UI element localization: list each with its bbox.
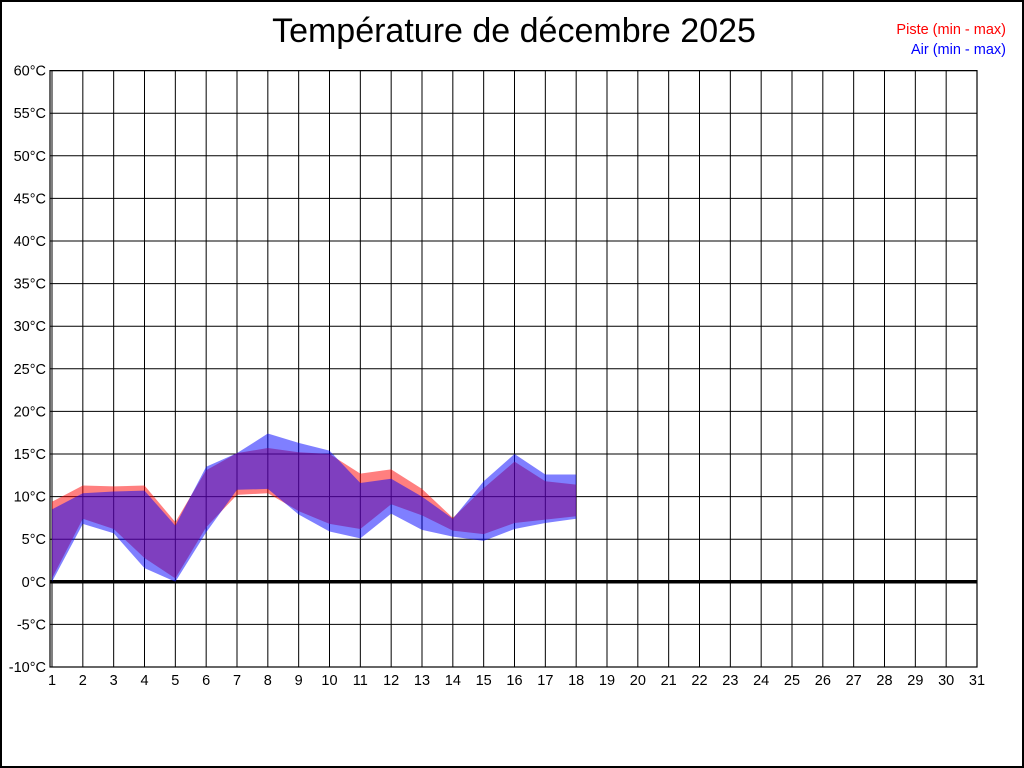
x-tick-label: 8 bbox=[264, 673, 272, 689]
air-minmax-band bbox=[52, 433, 577, 582]
y-tick-label: 20°C bbox=[14, 404, 46, 420]
x-tick-label: 22 bbox=[691, 673, 707, 689]
y-tick-label: 30°C bbox=[14, 319, 46, 335]
x-tick-label: 29 bbox=[907, 673, 923, 689]
x-tick-label: 30 bbox=[938, 673, 954, 689]
y-tick-label: 50°C bbox=[14, 149, 46, 165]
plot-frame bbox=[49, 69, 978, 668]
x-tick-label: 14 bbox=[445, 673, 461, 689]
y-tick-label: -5°C bbox=[17, 617, 46, 633]
y-tick-label: 60°C bbox=[14, 64, 46, 80]
y-tick-label: 10°C bbox=[14, 490, 46, 506]
legend-item-piste: Piste (min - max) bbox=[896, 22, 1006, 38]
y-tick-label: 45°C bbox=[14, 191, 46, 207]
x-tick-label: 17 bbox=[537, 673, 553, 689]
x-tick-label: 18 bbox=[568, 673, 584, 689]
x-tick-label: 28 bbox=[876, 673, 892, 689]
x-tick-label: 3 bbox=[110, 673, 118, 689]
x-tick-label: 2 bbox=[79, 673, 87, 689]
x-tick-label: 9 bbox=[295, 673, 303, 689]
legend-item-air: Air (min - max) bbox=[910, 42, 1006, 58]
x-tick-label: 19 bbox=[599, 673, 615, 689]
x-tick-label: 24 bbox=[753, 673, 769, 689]
y-tick-label: 0°C bbox=[22, 575, 46, 591]
chart-legend: Piste (min - max) Air (min - max) bbox=[896, 20, 1006, 60]
x-tick-label: 25 bbox=[784, 673, 800, 689]
x-tick-label: 21 bbox=[661, 673, 677, 689]
y-tick-label: 15°C bbox=[14, 447, 46, 463]
x-tick-label: 1 bbox=[48, 673, 56, 689]
y-axis-labels: 60°C 55°C 50°C 45°C 40°C 35°C 30°C 25°C 20°C 15°C… bbox=[9, 64, 46, 676]
chart-title: Température de décembre 2025 bbox=[272, 12, 756, 50]
x-tick-label: 10 bbox=[321, 673, 337, 689]
x-tick-label: 7 bbox=[233, 673, 241, 689]
x-tick-label: 6 bbox=[202, 673, 210, 689]
y-tick-label: -10°C bbox=[9, 660, 46, 676]
x-tick-label: 12 bbox=[383, 673, 399, 689]
x-tick-label: 15 bbox=[476, 673, 492, 689]
x-tick-label: 4 bbox=[140, 673, 148, 689]
x-tick-label: 31 bbox=[969, 673, 985, 689]
x-tick-label: 26 bbox=[815, 673, 831, 689]
x-tick-label: 16 bbox=[506, 673, 522, 689]
y-tick-label: 40°C bbox=[14, 234, 46, 250]
x-tick-label: 11 bbox=[353, 673, 368, 689]
x-tick-label: 27 bbox=[846, 673, 862, 689]
x-axis-labels: 1 2 3 4 5 6 7 8 9 10 11 12 13 14 15 16 17 18 19 20 21 22 23 24 2… bbox=[48, 673, 985, 689]
x-tick-label: 20 bbox=[630, 673, 646, 689]
gridlines bbox=[50, 70, 978, 668]
x-tick-label: 13 bbox=[414, 673, 430, 689]
x-tick-label: 5 bbox=[171, 673, 179, 689]
y-tick-label: 55°C bbox=[14, 106, 46, 122]
x-tick-label: 23 bbox=[722, 673, 738, 689]
y-tick-label: 25°C bbox=[14, 362, 46, 378]
y-tick-label: 35°C bbox=[14, 277, 46, 293]
y-tick-label: 5°C bbox=[22, 532, 46, 548]
